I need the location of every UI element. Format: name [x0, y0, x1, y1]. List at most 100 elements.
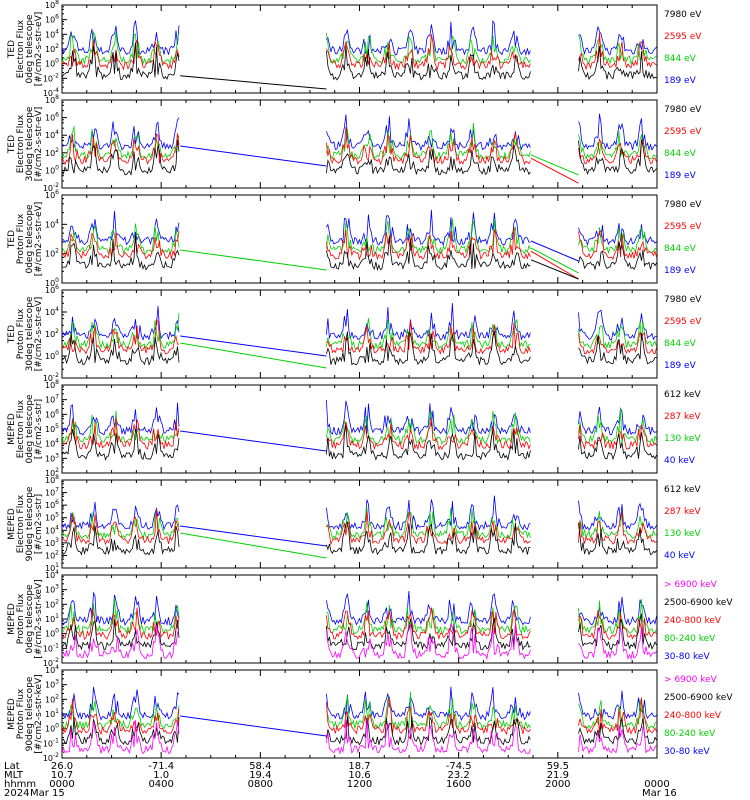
series-trace [578, 406, 657, 436]
series-trace [61, 126, 180, 160]
y-tick-label: 100 [45, 723, 59, 734]
y-tick-label: 102 [45, 598, 59, 609]
panel-frame [61, 479, 658, 569]
series-trace [326, 697, 531, 736]
series-trace [578, 697, 657, 735]
y-axis-label: MEPEDProton Flux0deg telescope[#/cm2-s-s… [7, 579, 44, 658]
legend-entry: 2595 eV [664, 32, 702, 42]
y-tick-label: 108 [45, 94, 59, 105]
y-tick-label: 10-2 [43, 372, 59, 383]
y-tick-label: 103 [45, 452, 59, 463]
y-tick-label: 104 [45, 524, 59, 535]
y-tick-label: 100 [45, 277, 59, 288]
y-tick-label: 10-1 [43, 642, 59, 653]
legend-entry: 189 eV [664, 171, 697, 181]
footer-hhmm: 1600 [446, 779, 471, 790]
y-tick-label: 104 [45, 438, 59, 449]
series-trace [61, 501, 180, 531]
footer-mlt: 21.9 [547, 770, 569, 781]
series-trace [578, 626, 657, 661]
y-tick-label: 10-2 [43, 657, 59, 668]
y-tick-label: 103 [45, 537, 59, 548]
gap-connector [530, 259, 579, 280]
footer-lat: 58.4 [249, 761, 271, 772]
footer-hhmm: 0400 [148, 779, 173, 790]
time-axis-footer: Lat MLT hhmm 2024 Mar 15 Mar 16 0000 26.0… [4, 761, 677, 799]
y-tick-label: 102 [45, 467, 59, 478]
series-trace [61, 306, 180, 341]
series-trace [326, 34, 531, 71]
y-axis-label: MEPEDElectron Flux90deg telescope[#/cm2-… [7, 486, 44, 561]
series-trace [578, 32, 657, 71]
series-trace [578, 46, 657, 81]
series-trace [61, 318, 180, 355]
footer-mlt: 10.6 [348, 770, 370, 781]
y-tick-label: 107 [45, 394, 59, 405]
legend-entry: 7980 eV [664, 105, 702, 115]
footer-lat: 59.5 [547, 761, 569, 772]
footer-hhmm: 1200 [347, 779, 372, 790]
gap-connector [530, 250, 579, 280]
y-tick-label: 10-2 [43, 72, 59, 83]
legend-entry: 287 keV [664, 412, 701, 422]
y-tick-label: 108 [45, 474, 59, 485]
gap-connector [180, 335, 327, 357]
legend-entry: 80-240 keV [664, 634, 716, 644]
footer-mlt: 19.4 [249, 770, 271, 781]
footer-hhmm: 0800 [248, 779, 273, 790]
series-trace [62, 624, 180, 660]
y-tick-label: 102 [45, 549, 59, 560]
gap-connector [180, 532, 327, 559]
series-trace [61, 20, 180, 56]
series-trace [578, 610, 657, 640]
series-trace [61, 716, 180, 746]
series-trace [61, 619, 180, 651]
series-trace [61, 210, 180, 246]
series-trace [61, 700, 180, 730]
footer-mlt: 1.0 [153, 770, 169, 781]
series-trace [326, 590, 531, 626]
y-tick-label: 105 [45, 512, 59, 523]
gap-connector [530, 240, 579, 262]
legend-entry: 7980 eV [664, 200, 702, 210]
y-tick-label: 101 [45, 562, 59, 573]
y-tick-label: 106 [45, 408, 59, 419]
legend-entry: 2500-6900 keV [664, 598, 733, 608]
y-tick-label: 104 [45, 569, 59, 580]
series-trace [326, 617, 531, 651]
series-trace [578, 407, 657, 444]
series-trace [326, 19, 531, 57]
y-tick-label: 104 [45, 129, 59, 140]
series-trace [61, 38, 180, 71]
series-trace [578, 500, 657, 531]
panel-frame [61, 289, 658, 379]
legend-entry: 240-800 keV [664, 616, 722, 626]
series-trace [326, 331, 531, 366]
gap-connector [180, 145, 327, 167]
legend-entry: 2595 eV [664, 317, 702, 327]
series-trace [61, 591, 180, 627]
series-trace [578, 26, 657, 56]
gap-connector [180, 715, 327, 737]
legend-entry: 80-240 keV [664, 729, 716, 739]
gap-connector [530, 157, 579, 184]
y-tick-label: 107 [45, 487, 59, 498]
footer-lat: -74.5 [446, 761, 472, 772]
legend-entry: > 6900 keV [664, 675, 718, 685]
legend-entry: 189 eV [664, 361, 697, 371]
series-trace [326, 320, 531, 355]
series-trace [61, 223, 180, 255]
y-tick-label: 106 [45, 14, 59, 25]
series-trace [61, 117, 180, 151]
legend-entry: 7980 eV [664, 10, 702, 20]
series-trace [326, 226, 531, 261]
series-trace [61, 597, 180, 635]
series-trace [62, 234, 180, 271]
series-trace [326, 303, 531, 341]
y-tick-label: 10-4 [43, 87, 59, 98]
gap-connector [180, 342, 327, 369]
footer-date-start: Mar 15 [30, 788, 65, 799]
legend-entry: 2595 eV [664, 222, 702, 232]
